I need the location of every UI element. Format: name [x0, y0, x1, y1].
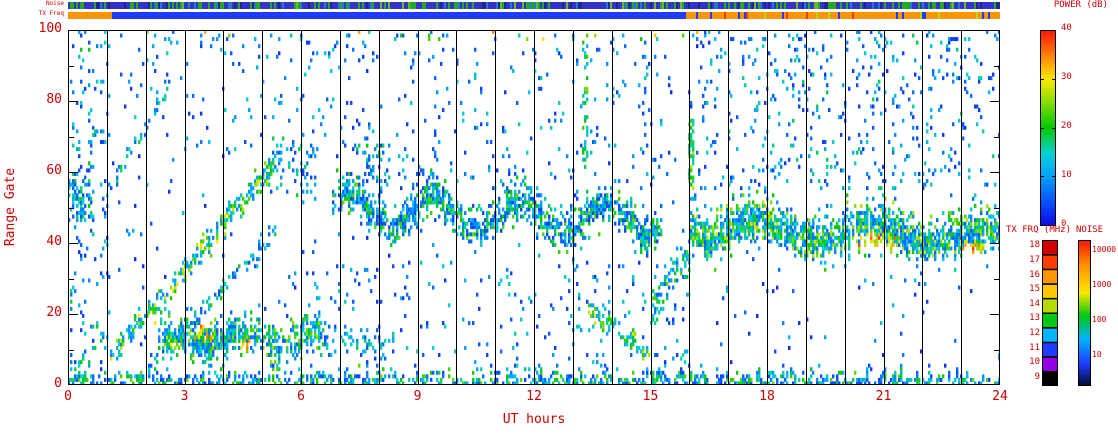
y-tick-label: 100: [38, 21, 62, 36]
txfrq-tick-label: 10: [1029, 357, 1040, 368]
x-tick-label: 0: [64, 389, 72, 404]
power-colorbar-title: POWER (dB): [1053, 0, 1108, 10]
noise-level-strip: [68, 2, 1000, 9]
x-tick-label: 21: [875, 389, 892, 404]
noise-colorbar-title: NOISE: [1076, 225, 1104, 235]
txfrq-tick-label: 14: [1029, 298, 1040, 309]
noise-colorbar: [1078, 240, 1091, 386]
x-axis-label: UT hours: [502, 412, 566, 427]
noise-tick-label: 10000: [1092, 245, 1117, 255]
y-tick-label: 20: [46, 305, 62, 320]
power-tick-label: 10: [1061, 170, 1072, 180]
x-tick-label: 6: [297, 389, 305, 404]
noise-strip-label: Noise: [45, 0, 64, 7]
x-tick-label: 18: [759, 389, 775, 404]
txfrq-tick-label: 16: [1029, 269, 1040, 280]
power-tick-label: 0: [1061, 219, 1067, 229]
y-tick-label: 0: [54, 376, 62, 391]
txfrq-tick-label: 9: [1034, 371, 1040, 382]
txfrq-colorbar: [1042, 240, 1058, 386]
x-tick-label: 15: [642, 389, 659, 404]
power-tick-label: 20: [1061, 121, 1072, 131]
y-tick-label: 60: [46, 163, 62, 178]
txfreq-strip-label: TX Freq: [38, 10, 64, 17]
power-colorbar: [1040, 30, 1056, 226]
tx-frequency-strip: [68, 12, 1000, 19]
txfrq-tick-label: 17: [1029, 254, 1040, 265]
power-tick-label: 40: [1061, 23, 1072, 33]
txfrq-tick-label: 18: [1029, 240, 1040, 251]
txfrq-colorbar-title: TX FRQ (MHz): [1006, 225, 1072, 235]
txfrq-tick-label: 11: [1029, 342, 1040, 353]
x-tick-label: 3: [180, 389, 189, 404]
y-axis-label: Range Gate: [3, 167, 18, 247]
txfrq-tick-label: 13: [1029, 313, 1040, 324]
txfrq-tick-label: 15: [1029, 284, 1040, 295]
noise-tick-label: 1000: [1092, 280, 1112, 290]
noise-tick-label: 10: [1092, 350, 1102, 360]
power-tick-label: 30: [1061, 72, 1072, 82]
x-tick-label: 12: [526, 389, 542, 404]
txfrq-tick-label: 12: [1029, 327, 1040, 338]
range-time-power-heatmap: [68, 30, 1000, 385]
x-tick-label: 9: [413, 389, 422, 404]
y-tick-label: 40: [46, 234, 62, 249]
y-tick-label: 80: [46, 92, 62, 107]
x-tick-label: 24: [992, 389, 1008, 404]
noise-tick-label: 100: [1092, 315, 1107, 325]
